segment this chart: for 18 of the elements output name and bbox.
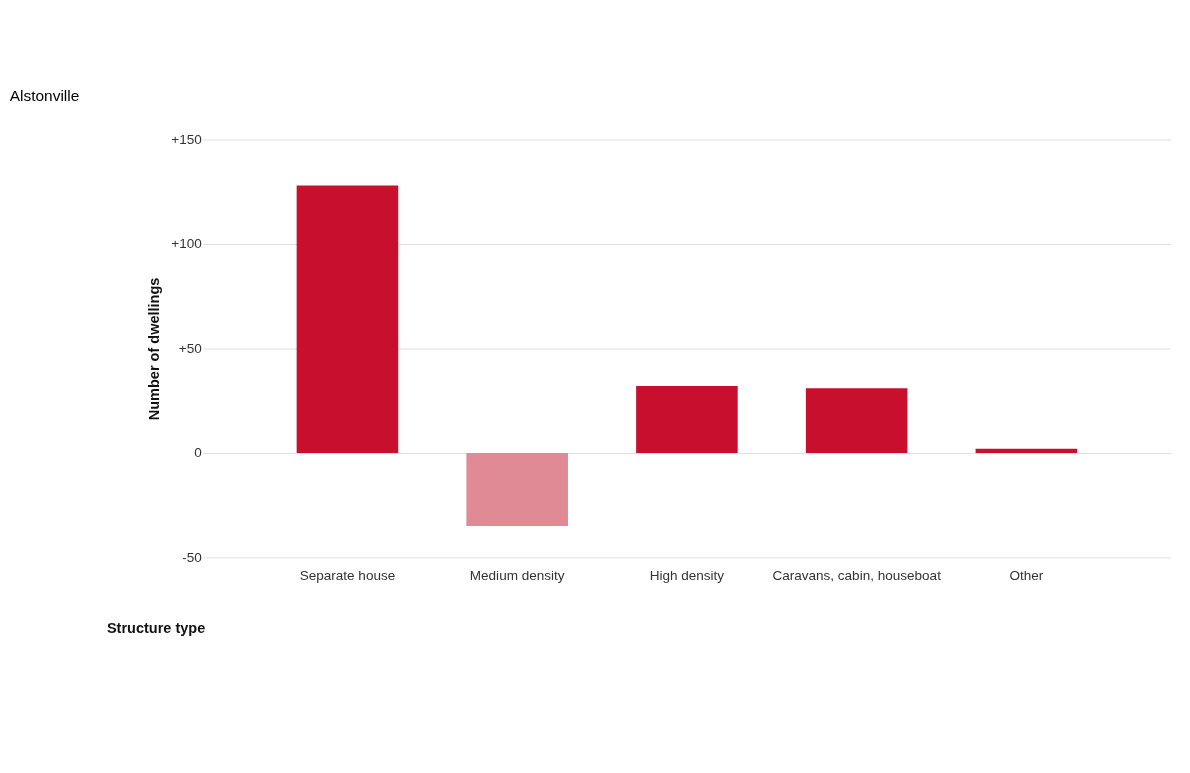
y-tick-label: +50: [178, 340, 202, 356]
bar: [805, 388, 908, 453]
bar: [466, 452, 568, 527]
bar: [296, 185, 399, 453]
bar: [975, 448, 1078, 453]
y-tick-label: -50: [182, 549, 202, 565]
x-tick-label: Separate house: [299, 568, 396, 584]
x-axis-title: Structure type: [106, 620, 206, 637]
x-tick-label: High density: [649, 568, 725, 584]
y-tick-label: 0: [194, 445, 202, 461]
x-tick-label: Medium density: [469, 568, 565, 584]
bar: [636, 386, 738, 453]
x-tick-label: Other: [1009, 568, 1044, 584]
text: Alstonville: [9, 86, 80, 104]
y-axis-title: Number of dwellings: [145, 277, 162, 421]
y-tick-label: +100: [171, 236, 202, 252]
y-tick-label: +150: [171, 131, 202, 147]
x-tick-label: Caravans, cabin, houseboat: [772, 568, 942, 584]
